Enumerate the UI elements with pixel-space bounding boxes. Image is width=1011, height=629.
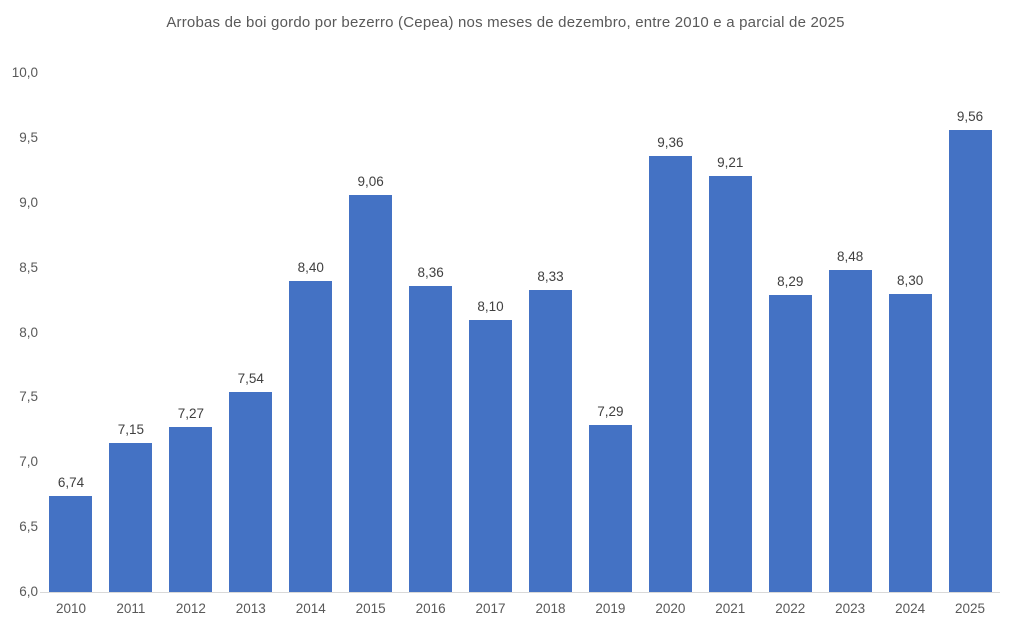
y-tick-label: 9,0 xyxy=(19,194,38,210)
bar-2019 xyxy=(588,424,632,592)
bar-2010 xyxy=(49,496,93,592)
x-tick-label-2012: 2012 xyxy=(175,601,206,616)
bar-2024 xyxy=(888,293,932,592)
bar-value-label: 9,06 xyxy=(357,173,384,189)
y-tick-label: 8,5 xyxy=(19,259,38,275)
x-tick-label-2018: 2018 xyxy=(535,601,566,616)
x-tick-label-2011: 2011 xyxy=(116,601,146,616)
bar-value-label: 8,30 xyxy=(896,272,924,288)
y-tick-label: 7,0 xyxy=(19,454,38,470)
bar-2021 xyxy=(708,175,752,592)
x-axis-line xyxy=(40,592,1000,593)
bar-2015 xyxy=(349,194,393,592)
bar-value-label: 8,33 xyxy=(537,268,564,284)
bar-value-label: 7,54 xyxy=(237,371,264,387)
bar-value-label: 6,74 xyxy=(57,475,85,490)
x-tick-label-2023: 2023 xyxy=(835,601,866,616)
bar-value-label: 7,15 xyxy=(117,421,145,437)
bar-2014 xyxy=(289,280,333,592)
y-tick-label: 6,5 xyxy=(19,519,38,535)
bar-2012 xyxy=(169,427,213,592)
bar-2020 xyxy=(648,156,692,592)
bar-value-label: 8,10 xyxy=(477,298,504,314)
x-tick-label-2015: 2015 xyxy=(355,601,386,616)
x-tick-label-2022: 2022 xyxy=(775,601,806,616)
x-tick-label-2021: 2021 xyxy=(715,601,746,616)
x-tick-label-2024: 2024 xyxy=(895,601,926,616)
y-tick-label: 9,5 xyxy=(19,129,38,145)
y-tick-label: 8,0 xyxy=(19,324,38,340)
bar-2023 xyxy=(828,270,872,592)
x-tick-label-2017: 2017 xyxy=(475,601,506,616)
bar-2011 xyxy=(109,442,153,592)
bar-2017 xyxy=(469,319,513,592)
y-tick-label: 7,5 xyxy=(19,389,38,405)
bar-value-label: 9,56 xyxy=(956,109,984,125)
x-tick-label-2010: 2010 xyxy=(55,601,86,616)
x-tick-label-2016: 2016 xyxy=(415,601,446,616)
x-tick-label-2019: 2019 xyxy=(595,601,626,616)
bar-value-label: 8,48 xyxy=(837,249,864,265)
y-tick-label: 6,0 xyxy=(19,584,38,599)
bar-2018 xyxy=(528,289,572,592)
bar-value-label: 9,36 xyxy=(657,135,684,151)
bar-value-label: 7,29 xyxy=(597,403,624,419)
bar-2016 xyxy=(409,285,453,592)
bar-value-label: 8,36 xyxy=(417,264,444,280)
bar-value-label: 8,29 xyxy=(777,273,804,289)
bar-2025 xyxy=(948,130,992,592)
x-tick-label-2025: 2025 xyxy=(955,601,986,616)
x-tick-label-2020: 2020 xyxy=(655,601,686,616)
bar-value-label: 7,27 xyxy=(177,406,204,422)
plot-area: 6,74 7,15 7,27 7,54 8,40 9,06 8,36 8,10 8,33 7,29… xyxy=(41,73,1000,592)
chart-title: Arrobas de boi gordo por bezerro (Cepea)… xyxy=(166,14,845,31)
bar-value-label: 8,40 xyxy=(297,259,324,275)
bar-value-label: 9,21 xyxy=(717,154,744,170)
x-tick-label-2013: 2013 xyxy=(235,601,266,616)
y-tick-label: 10,0 xyxy=(11,65,38,80)
bar-2013 xyxy=(229,392,273,592)
bar-2022 xyxy=(768,294,812,592)
x-tick-label-2014: 2014 xyxy=(295,601,326,616)
